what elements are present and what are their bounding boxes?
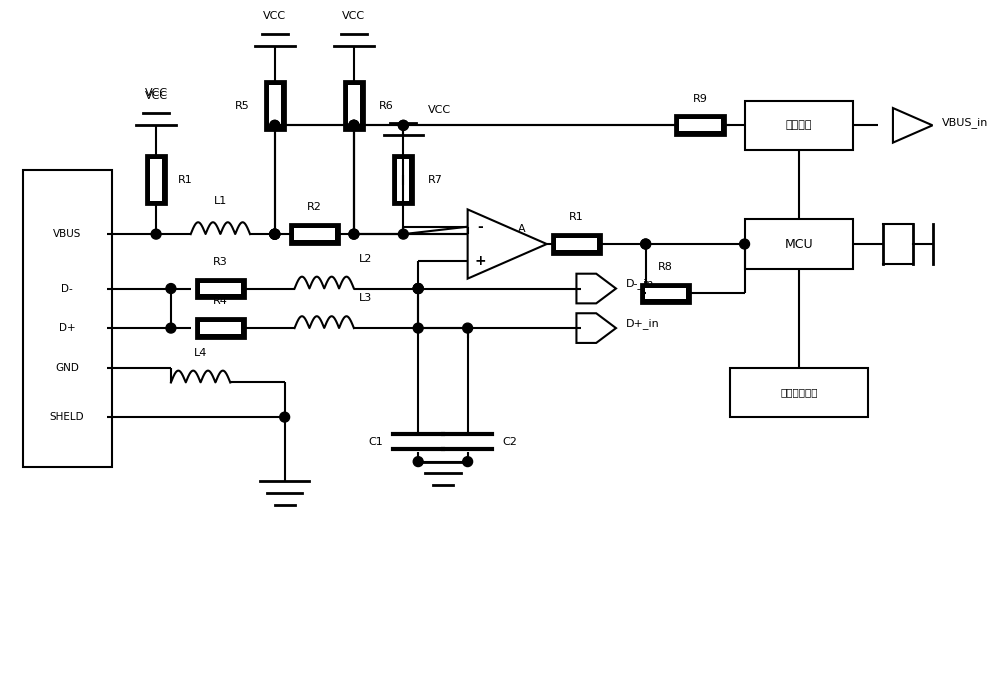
Circle shape — [740, 239, 750, 249]
Circle shape — [413, 457, 423, 466]
Circle shape — [398, 120, 408, 131]
Circle shape — [166, 283, 176, 293]
Bar — [23, 170, 112, 466]
Circle shape — [398, 229, 408, 239]
Text: A: A — [518, 224, 526, 234]
Text: SHELD: SHELD — [50, 412, 84, 422]
Text: L4: L4 — [194, 348, 207, 358]
Text: D-_in: D-_in — [626, 278, 654, 289]
Circle shape — [641, 239, 651, 249]
Circle shape — [641, 239, 651, 249]
Bar — [552, 234, 601, 254]
Circle shape — [349, 120, 359, 131]
Circle shape — [166, 323, 176, 333]
Circle shape — [270, 120, 280, 131]
Text: VBUS: VBUS — [53, 229, 81, 239]
Text: R6: R6 — [379, 100, 393, 110]
Text: L2: L2 — [359, 254, 372, 264]
Text: D+: D+ — [59, 323, 75, 333]
Bar — [745, 219, 853, 269]
Text: VCC: VCC — [263, 11, 286, 22]
Circle shape — [349, 120, 359, 131]
Bar — [265, 81, 285, 131]
Circle shape — [349, 229, 359, 239]
Bar — [200, 283, 241, 295]
Text: VCC: VCC — [145, 87, 168, 98]
Bar — [641, 283, 690, 304]
Circle shape — [270, 229, 280, 239]
Text: C1: C1 — [369, 437, 384, 447]
Text: MCU: MCU — [785, 238, 813, 250]
Bar — [393, 155, 413, 205]
Text: C2: C2 — [502, 437, 517, 447]
Bar — [679, 119, 721, 131]
Circle shape — [413, 283, 423, 293]
Circle shape — [413, 323, 423, 333]
Bar — [745, 100, 853, 150]
Bar — [645, 287, 686, 299]
Text: R7: R7 — [428, 175, 443, 184]
Circle shape — [151, 229, 161, 239]
Text: L1: L1 — [214, 197, 227, 207]
Circle shape — [270, 229, 280, 239]
Bar — [397, 159, 409, 201]
Text: D-: D- — [61, 283, 73, 293]
Text: R1: R1 — [178, 175, 193, 184]
Bar — [294, 228, 335, 240]
Text: GND: GND — [55, 363, 79, 373]
Circle shape — [349, 229, 359, 239]
Bar — [196, 279, 245, 298]
Circle shape — [398, 120, 408, 131]
Circle shape — [270, 229, 280, 239]
Circle shape — [463, 323, 473, 333]
Bar — [675, 116, 725, 135]
Circle shape — [463, 457, 473, 466]
Bar — [290, 224, 339, 244]
Bar — [556, 238, 597, 250]
Bar — [150, 159, 162, 201]
Text: D+_in: D+_in — [626, 318, 660, 328]
Text: VBUS_in: VBUS_in — [942, 117, 989, 128]
Text: VCC: VCC — [342, 11, 365, 22]
Circle shape — [349, 120, 359, 131]
Circle shape — [413, 283, 423, 293]
Text: R2: R2 — [307, 203, 322, 213]
Text: R4: R4 — [213, 296, 228, 306]
Circle shape — [413, 283, 423, 293]
Circle shape — [270, 120, 280, 131]
Text: VCC: VCC — [428, 106, 451, 116]
Text: R9: R9 — [693, 94, 708, 104]
Bar — [146, 155, 166, 205]
Circle shape — [349, 120, 359, 131]
Text: R8: R8 — [658, 262, 673, 272]
Text: L3: L3 — [359, 293, 372, 304]
Text: R1: R1 — [569, 212, 584, 222]
Text: R3: R3 — [213, 257, 228, 267]
Bar — [200, 322, 241, 334]
Bar — [348, 85, 360, 127]
Bar — [730, 367, 868, 417]
Circle shape — [280, 412, 290, 422]
Circle shape — [270, 229, 280, 239]
Bar — [196, 318, 245, 338]
Text: R5: R5 — [235, 100, 250, 110]
Text: VCC: VCC — [145, 91, 168, 100]
Text: 溫度檢測電路: 溫度檢測電路 — [780, 388, 818, 397]
Bar — [269, 85, 281, 127]
Text: +: + — [475, 254, 486, 269]
Text: 控制開關: 控制開關 — [786, 120, 812, 131]
Bar — [344, 81, 364, 131]
Text: -: - — [478, 219, 483, 234]
